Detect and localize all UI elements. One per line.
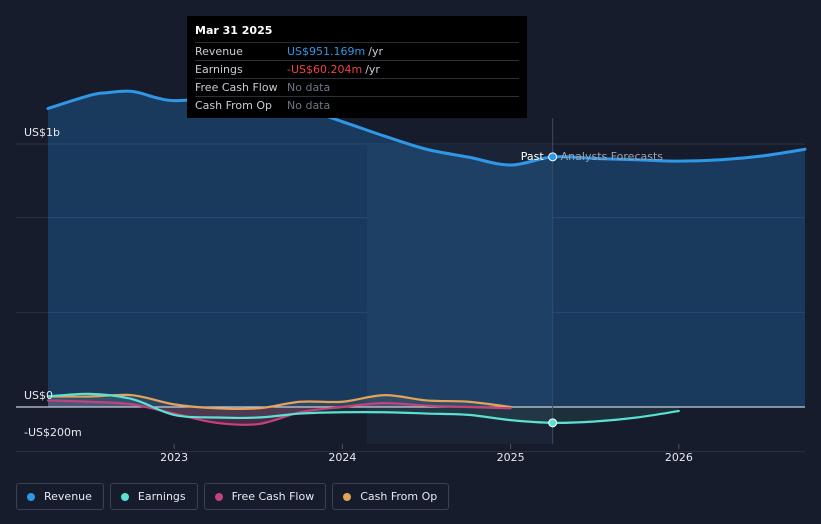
- legend-dot-icon: [343, 492, 352, 501]
- tooltip-label: Revenue: [195, 45, 243, 58]
- tooltip-value-cash-from-op: No data: [287, 99, 331, 112]
- tooltip-value-revenue: US$951.169m: [287, 45, 366, 58]
- tooltip-row-free-cash-flow: Free Cash Flow No data: [195, 78, 519, 96]
- legend-dot-icon: [214, 492, 223, 501]
- tooltip-row-cash-from-op: Cash From Op No data: [195, 96, 519, 114]
- tooltip-value-free-cash-flow: No data: [287, 81, 331, 94]
- legend-label: Cash From Op: [360, 490, 438, 503]
- earnings-line: [46, 392, 680, 424]
- legend-item-free-cash-flow[interactable]: Free Cash Flow: [203, 483, 327, 510]
- tooltip-label: Earnings: [195, 63, 243, 76]
- revenue-highlight-point: [548, 152, 558, 162]
- past-label: Past: [521, 150, 545, 163]
- tooltip-value-earnings: -US$60.204m: [287, 63, 363, 76]
- tooltip-unit: /yr: [365, 63, 380, 76]
- forecast-label: Analysts Forecasts: [561, 150, 664, 163]
- hover-tooltip: Mar 31 2025 Revenue US$951.169m /yr Earn…: [187, 16, 527, 118]
- cash-from-op-area: [48, 394, 511, 409]
- legend-item-cash-from-op[interactable]: Cash From Op: [332, 483, 450, 510]
- tooltip-row-earnings: Earnings -US$60.204m /yr: [195, 60, 519, 78]
- legend-label: Earnings: [137, 490, 186, 503]
- revenue-area: [48, 91, 805, 407]
- past-region-shade: [367, 144, 553, 444]
- legend-label: Revenue: [44, 490, 92, 503]
- tooltip-label: Cash From Op: [195, 99, 273, 112]
- earnings-area: [48, 393, 679, 423]
- highlight-markers: [548, 152, 558, 428]
- revenue-line: [46, 89, 807, 167]
- earnings-highlight-point: [548, 418, 558, 428]
- chart-legend: Revenue Earnings Free Cash Flow Cash Fro…: [16, 483, 450, 510]
- tooltip-date: Mar 31 2025: [195, 24, 273, 37]
- x-axis-ticks: 2023 2024 2025 2026: [160, 444, 693, 464]
- series-lines: [46, 89, 807, 427]
- legend-dot-icon: [27, 492, 35, 501]
- legend-label: Free Cash Flow: [231, 490, 315, 503]
- x-tick-label: 2025: [497, 451, 525, 464]
- legend-item-revenue[interactable]: Revenue: [16, 483, 104, 510]
- x-tick-label: 2026: [665, 451, 693, 464]
- x-tick-label: 2023: [160, 451, 188, 464]
- free-cash-flow-line: [46, 399, 512, 427]
- legend-item-earnings[interactable]: Earnings: [109, 483, 198, 510]
- y-label-bottom: -US$200m: [24, 426, 82, 439]
- y-label-zero: US$0: [24, 389, 53, 402]
- tooltip-row-revenue: Revenue US$951.169m /yr: [195, 42, 519, 60]
- tooltip-unit: /yr: [368, 45, 383, 58]
- y-label-top: US$1b: [24, 126, 60, 139]
- x-tick-label: 2024: [328, 451, 356, 464]
- series-areas: [48, 91, 805, 425]
- legend-dot-icon: [120, 492, 129, 501]
- tooltip-label: Free Cash Flow: [195, 81, 278, 94]
- cash-from-op-line: [46, 393, 512, 411]
